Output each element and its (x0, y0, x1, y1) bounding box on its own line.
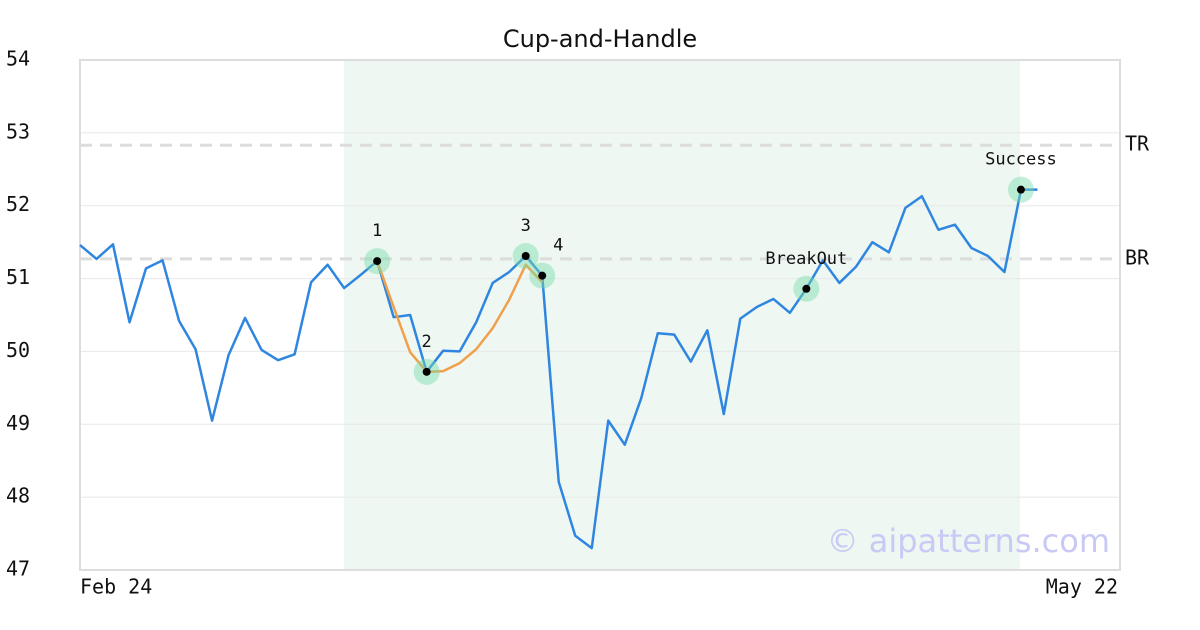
marker-label: Success (985, 150, 1057, 170)
plot-frame (79, 59, 1121, 571)
marker-label: 3 (521, 216, 531, 236)
marker-label: BreakOut (765, 249, 847, 269)
reference-label: BR (1125, 245, 1150, 269)
y-tick-label: 47 (6, 557, 30, 581)
y-tick-label: 48 (6, 484, 30, 508)
pattern-span (344, 60, 1020, 570)
marker-dot (373, 257, 382, 266)
marker-label: 2 (422, 332, 432, 352)
marker-dot (521, 251, 530, 260)
y-tick-label: 49 (6, 411, 30, 435)
reference-label: TR (1125, 132, 1150, 156)
y-tick-label: 54 (6, 47, 30, 71)
price-line (375, 260, 544, 374)
marker-dot (1016, 185, 1025, 194)
x-tick-label: Feb 24 (80, 575, 152, 599)
price-line (79, 188, 1038, 550)
chart-title: Cup-and-Handle (503, 25, 697, 53)
y-tick-label: 51 (6, 265, 30, 289)
y-tick-label: 52 (6, 192, 30, 216)
marker-dot (802, 284, 811, 293)
y-tick-label: 50 (6, 338, 30, 362)
marker-dot (538, 271, 547, 280)
x-tick-label: May 22 (1046, 575, 1118, 599)
y-tick-label: 53 (6, 119, 30, 143)
marker-dot (422, 367, 431, 376)
marker-label: 1 (372, 221, 382, 241)
marker-label: 4 (553, 236, 563, 256)
watermark: © aipatterns.com (827, 522, 1110, 560)
